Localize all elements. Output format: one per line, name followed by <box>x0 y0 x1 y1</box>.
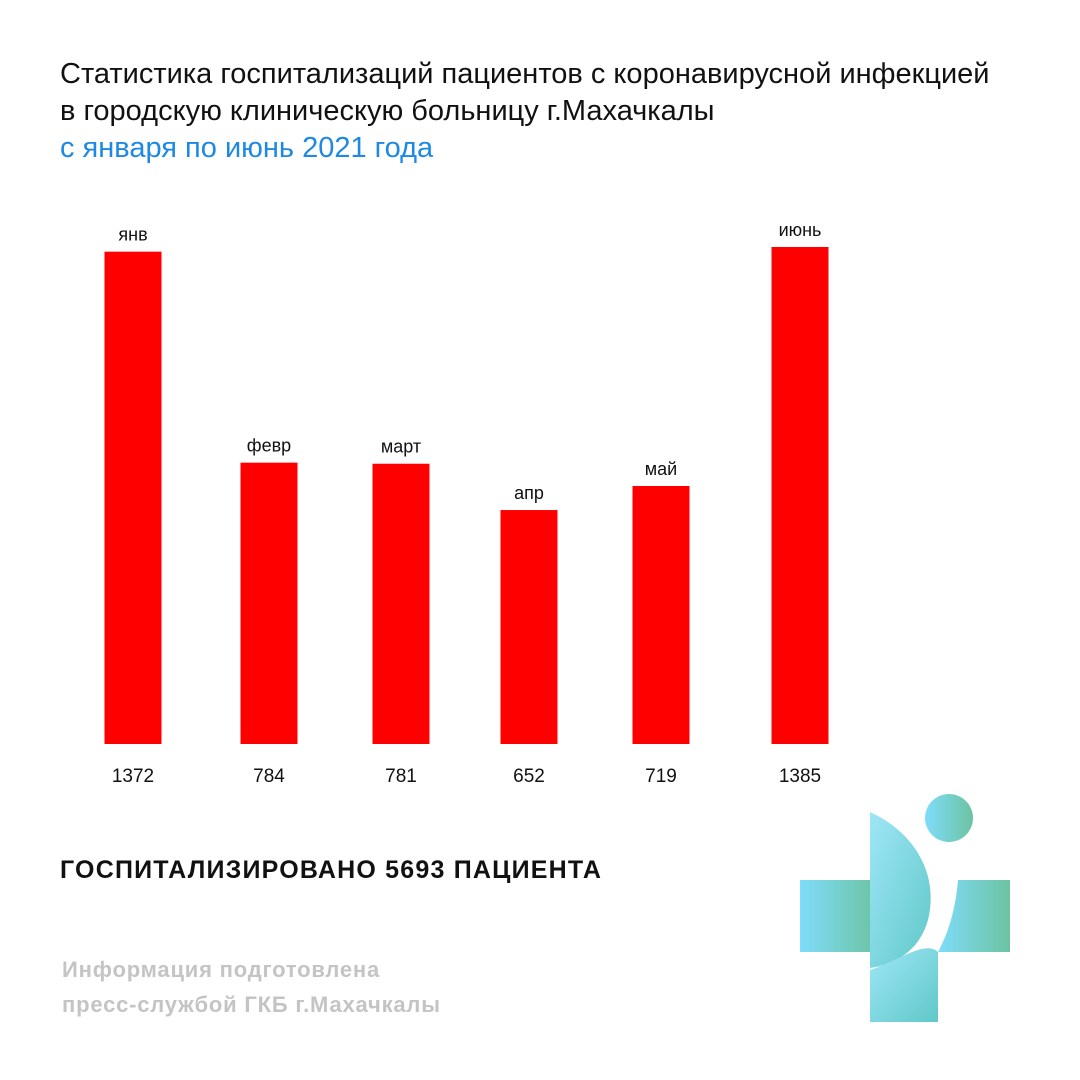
value-label: 652 <box>513 766 545 787</box>
category-label: март <box>381 437 421 457</box>
value-label: 1385 <box>779 766 821 787</box>
credit-line-2: пресс-службой ГКБ г.Махачкалы <box>62 992 441 1017</box>
credit-block: Информация подготовлена пресс-службой ГК… <box>62 952 441 1022</box>
value-label: 1372 <box>112 766 154 787</box>
logo-cross-left <box>800 880 878 952</box>
bar-chart: янв 1372 февр 784 март 781 апр 652 май 719 июнь 138… <box>104 220 829 787</box>
chart-title-line-2: в городскую клиническую больницу г.Махач… <box>60 95 715 127</box>
category-label: апр <box>514 483 544 503</box>
bar-апр <box>500 510 558 744</box>
bar-май <box>632 485 690 744</box>
logo-cross-bottom <box>870 948 938 1022</box>
value-label: 719 <box>645 766 677 787</box>
category-label: май <box>645 459 677 479</box>
category-label: июнь <box>779 220 822 240</box>
bar-февр <box>240 462 298 744</box>
total-hospitalized: ГОСПИТАЛИЗИРОВАНО 5693 ПАЦИЕНТА <box>60 856 603 884</box>
chart-title-line-1: Статистика госпитализаций пациентов с ко… <box>60 58 990 90</box>
logo-head <box>925 794 973 842</box>
bar-июнь <box>771 247 829 744</box>
logo-swoosh <box>870 812 931 968</box>
credit-line-1: Информация подготовлена <box>62 957 381 982</box>
category-label: янв <box>118 225 147 245</box>
chart-title-block: Статистика госпитализаций пациентов с ко… <box>60 56 1050 167</box>
value-label: 781 <box>385 766 417 787</box>
medical-cross-person-icon <box>800 794 1010 1022</box>
chart-subtitle: с января по июнь 2021 года <box>60 132 434 164</box>
logo-cross-right <box>938 880 1010 952</box>
category-label: февр <box>247 436 291 456</box>
bar-март <box>372 463 430 744</box>
value-label: 784 <box>253 766 285 787</box>
bar-янв <box>104 251 162 744</box>
